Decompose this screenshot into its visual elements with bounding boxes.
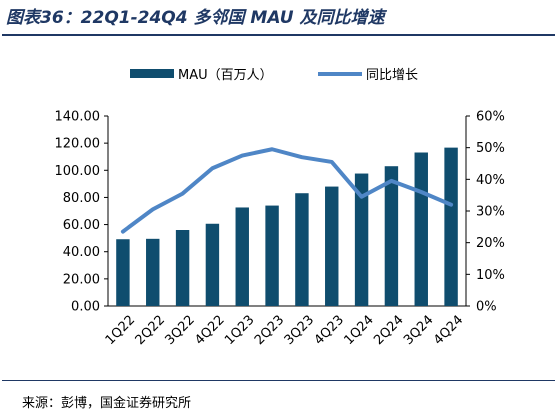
line-series <box>120 147 454 234</box>
x-tick-label: 2Q22 <box>133 313 168 348</box>
x-tick-label: 1Q22 <box>103 313 138 348</box>
bar-4Q24 <box>444 147 458 306</box>
x-tick-label: 2Q24 <box>371 313 406 348</box>
bar-4Q23 <box>325 186 339 306</box>
source-note: 来源：彭博，国金证券研究所 <box>22 396 192 411</box>
x-axis-labels: 1Q222Q223Q224Q221Q232Q233Q234Q231Q242Q24… <box>103 313 467 348</box>
yoy-point-2Q23 <box>271 148 273 150</box>
x-tick-label: 1Q23 <box>222 313 257 348</box>
y-left-tick-label: 80.00 <box>63 191 100 206</box>
y-right-tick-label: 20% <box>476 236 505 251</box>
legend-label-yoy: 同比增长 <box>366 68 418 83</box>
x-tick-label: 1Q24 <box>341 313 376 348</box>
y-left-tick-label: 20.00 <box>63 272 100 287</box>
footer-divider <box>2 380 555 381</box>
legend-label-mau: MAU（百万人） <box>178 68 273 83</box>
y-left-tick-label: 120.00 <box>55 137 101 152</box>
yoy-point-1Q24 <box>361 196 363 198</box>
y-right-tick-label: 30% <box>476 205 505 220</box>
yoy-point-1Q23 <box>241 155 243 157</box>
yoy-point-3Q24 <box>420 191 422 193</box>
y-right-tick-label: 60% <box>476 110 505 125</box>
bar-2Q23 <box>265 205 279 306</box>
x-tick-label: 4Q24 <box>431 313 466 348</box>
x-tick-label: 4Q23 <box>312 313 347 348</box>
bar-1Q24 <box>354 173 369 306</box>
x-tick-label: 3Q23 <box>282 313 317 348</box>
y-right-tick-label: 10% <box>476 268 505 283</box>
yoy-point-2Q22 <box>152 208 154 210</box>
bar-2Q24 <box>384 166 399 306</box>
yoy-point-4Q24 <box>450 204 452 206</box>
yoy-point-2Q24 <box>390 180 392 182</box>
y-left-tick-label: 140.00 <box>55 110 101 125</box>
y-left-tick-label: 0.00 <box>71 300 100 315</box>
yoy-point-3Q22 <box>182 193 184 195</box>
axes: 0.00 20.00 40.00 60.00 80.00 100.00 120.00 140.… <box>55 110 505 315</box>
bar-3Q22 <box>175 230 190 306</box>
bar-4Q22 <box>205 223 220 306</box>
bar-3Q23 <box>295 193 309 306</box>
yoy-point-4Q23 <box>331 161 333 163</box>
bar-1Q23 <box>235 207 249 306</box>
y-left-tick-label: 40.00 <box>63 245 100 260</box>
y-right-tick-label: 40% <box>476 173 505 188</box>
y-left-tick-label: 100.00 <box>55 164 101 179</box>
yoy-point-3Q23 <box>301 156 303 158</box>
y-right-tick-label: 50% <box>476 141 505 156</box>
x-tick-label: 4Q22 <box>192 313 227 348</box>
bar-series <box>116 147 458 306</box>
yoy-point-1Q22 <box>122 231 124 233</box>
title-divider <box>2 34 555 36</box>
bar-2Q22 <box>146 238 160 306</box>
x-tick-label: 2Q23 <box>252 313 287 348</box>
figure-title: 图表36：22Q1-24Q4 多邻国 MAU 及同比增速 <box>6 8 385 28</box>
bar-1Q22 <box>116 239 130 306</box>
x-tick-label: 3Q24 <box>401 313 436 348</box>
y-right-tick-label: 0% <box>476 300 497 315</box>
legend: MAU（百万人） 同比增长 <box>130 68 418 83</box>
bar-3Q24 <box>414 152 428 306</box>
yoy-growth-line <box>120 147 454 234</box>
y-left-tick-label: 60.00 <box>63 218 100 233</box>
x-tick-label: 3Q22 <box>162 313 197 348</box>
yoy-point-4Q22 <box>211 167 213 169</box>
legend-swatch-mau <box>130 69 174 78</box>
